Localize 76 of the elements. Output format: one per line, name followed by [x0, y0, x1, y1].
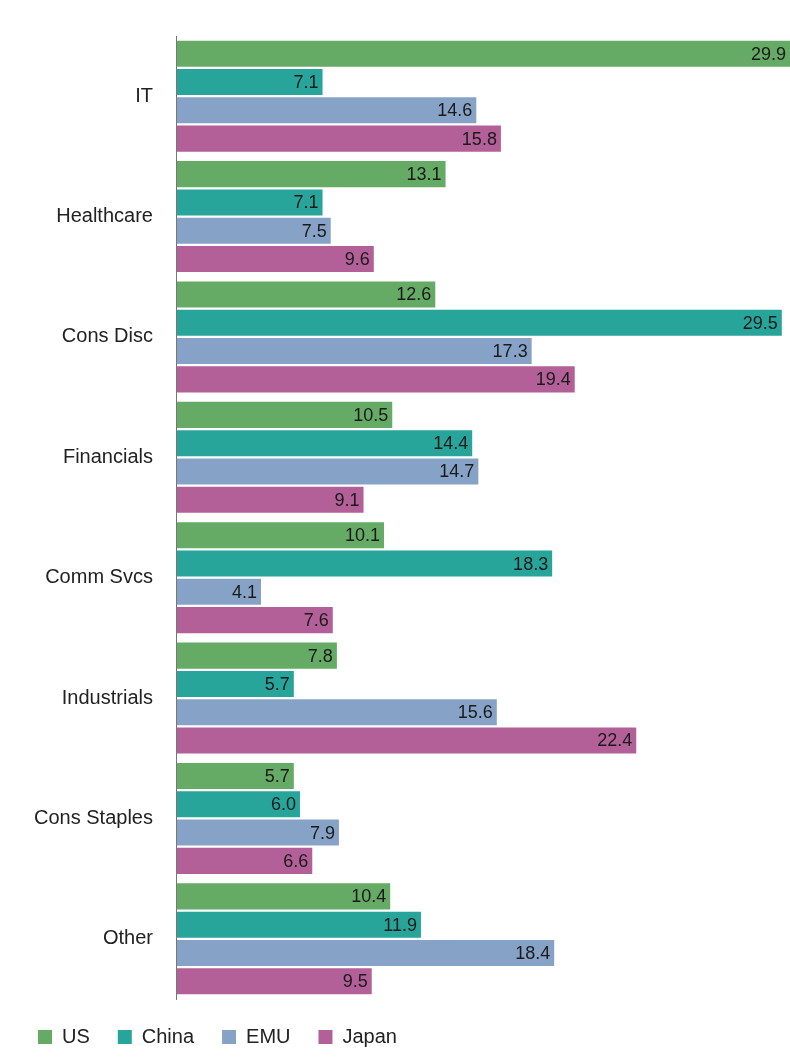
bar [176, 847, 313, 874]
y-tick-label: Industrials [61, 685, 153, 708]
bar [176, 69, 323, 96]
bar [176, 968, 372, 995]
bar [176, 245, 374, 273]
y-tick-label: Other [102, 926, 154, 949]
bar [176, 762, 294, 790]
bar [176, 430, 473, 457]
bar [176, 578, 262, 605]
legend-label: US [62, 1024, 90, 1047]
bar [176, 97, 477, 124]
bar [176, 699, 497, 726]
data-label: 29.5 [742, 312, 778, 333]
bar [176, 366, 575, 393]
legend-label: Japan [342, 1024, 397, 1047]
y-tick-label: IT [135, 83, 153, 106]
y-tick-label: Cons Disc [61, 324, 153, 347]
data-label: 17.3 [492, 341, 528, 362]
bar [176, 401, 393, 428]
bar [176, 883, 391, 910]
bar [176, 670, 294, 697]
data-label: 14.7 [439, 461, 475, 482]
data-label: 10.5 [353, 404, 389, 425]
bar [176, 161, 446, 188]
bar [176, 819, 339, 846]
y-tick-label: Healthcare [56, 204, 153, 227]
data-label: 12.6 [396, 284, 432, 305]
data-label: 15.8 [461, 128, 497, 149]
y-tick-label: Comm Svcs [45, 565, 153, 588]
data-label: 7.1 [293, 72, 319, 93]
data-label: 7.9 [309, 822, 335, 843]
data-label: 10.4 [351, 886, 387, 907]
data-label: 19.4 [535, 369, 571, 390]
bar [176, 939, 555, 966]
bar [176, 125, 501, 152]
data-label: 9.6 [344, 248, 370, 269]
data-label: 13.1 [406, 164, 442, 185]
data-label: 10.1 [344, 525, 381, 546]
bar [176, 281, 436, 308]
data-label: 14.4 [433, 433, 469, 454]
bar [176, 338, 532, 365]
y-tick-label: Financials [62, 444, 153, 467]
data-label: 6.6 [283, 850, 309, 871]
data-label: 6.0 [270, 794, 296, 815]
bar [176, 486, 364, 513]
bar [176, 550, 553, 577]
data-label: 22.4 [597, 730, 633, 751]
data-label: 7.8 [307, 645, 333, 666]
data-label: 15.6 [457, 702, 493, 723]
data-label: 9.1 [334, 489, 360, 510]
data-label: 7.6 [303, 610, 329, 631]
data-label: 29.9 [750, 43, 786, 64]
bar [176, 522, 385, 549]
data-label: 7.5 [301, 220, 327, 241]
data-label: 18.3 [513, 553, 549, 574]
bar [176, 607, 333, 634]
data-label: 11.9 [383, 914, 417, 935]
bar [176, 911, 421, 938]
bar [176, 309, 782, 336]
bar [176, 642, 337, 669]
bar [176, 791, 300, 818]
data-label: 4.1 [231, 581, 258, 602]
data-label: 18.4 [515, 942, 551, 963]
y-tick-label: Cons Staples [33, 805, 153, 828]
bar [176, 217, 331, 244]
bar [176, 458, 479, 485]
data-label: 9.5 [342, 971, 368, 992]
legend-label: China [141, 1024, 195, 1047]
bar [176, 189, 323, 216]
bar [176, 727, 637, 754]
data-label: 7.1 [293, 192, 319, 213]
bar [176, 40, 790, 67]
legend-label: EMU [246, 1024, 291, 1047]
data-label: 14.6 [437, 100, 473, 121]
data-label: 5.7 [264, 673, 290, 694]
data-label: 5.7 [264, 765, 290, 786]
